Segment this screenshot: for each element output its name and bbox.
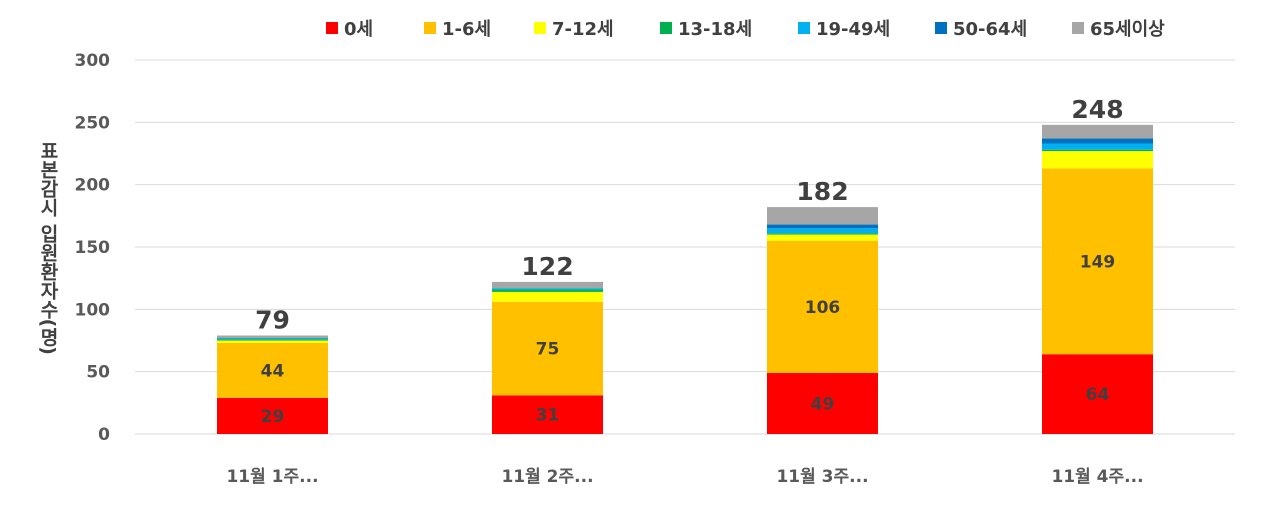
data-label: 44 <box>261 361 285 381</box>
y-axis-label: 표본감시 입원환자수(명) <box>37 141 59 355</box>
data-label: 149 <box>1080 252 1116 272</box>
legend-label: 7-12세 <box>552 19 614 40</box>
y-tick-label: 100 <box>75 300 111 320</box>
legend-swatch <box>935 22 947 34</box>
data-label: 49 <box>811 394 835 414</box>
total-label: 182 <box>796 177 848 206</box>
bar-segment <box>767 228 878 234</box>
y-tick-label: 300 <box>75 51 111 71</box>
x-tick-labels: 11월 1주... 11월 2주... 11월 3주... 11월 4주... <box>226 467 1143 487</box>
bar-segment <box>492 281 603 289</box>
bar-segment <box>492 289 603 292</box>
legend-label: 13-18세 <box>678 19 752 40</box>
legend-swatch <box>534 22 546 34</box>
bar-segment <box>767 240 878 373</box>
bar-segment <box>767 233 878 235</box>
bar-segment <box>217 342 328 398</box>
y-tick-label: 250 <box>75 113 111 133</box>
y-tick-label: 50 <box>86 363 110 383</box>
bar-segment <box>492 301 603 396</box>
bar-segment <box>492 288 603 290</box>
y-tick-label: 0 <box>98 425 110 445</box>
data-label: 106 <box>805 298 841 318</box>
bar-segment <box>767 372 878 434</box>
legend: 0세 1-6세 7-12세 13-18세 19-49세 50-64세 65세이상 <box>326 19 1165 40</box>
legend-label: 1-6세 <box>442 19 491 40</box>
bar-segment <box>1042 124 1153 139</box>
total-label: 79 <box>255 306 290 335</box>
total-label: 248 <box>1071 95 1123 124</box>
legend-label: 50-64세 <box>953 19 1027 40</box>
legend-label: 0세 <box>344 19 373 40</box>
y-tick-label: 200 <box>75 176 111 196</box>
legend-swatch <box>326 22 338 34</box>
data-label: 29 <box>261 407 285 427</box>
bar-stacks: 29 44 79 31 75 122 49 106 182 64 149 248 <box>217 95 1153 434</box>
bar-segment <box>1042 151 1153 169</box>
legend-swatch <box>660 22 672 34</box>
data-label: 31 <box>536 406 560 426</box>
x-tick-label: 11월 3주... <box>776 467 868 487</box>
legend-swatch <box>1072 22 1084 34</box>
x-tick-label: 11월 1주... <box>226 467 318 487</box>
y-tick-label: 150 <box>75 238 111 258</box>
bar-segment <box>217 338 328 340</box>
y-tick-labels: 0 50 100 150 200 250 300 <box>75 51 111 445</box>
data-label: 64 <box>1086 385 1110 405</box>
bar-segment <box>1042 354 1153 434</box>
bar-segment <box>767 224 878 229</box>
legend-swatch <box>424 22 436 34</box>
bar-segment <box>767 234 878 241</box>
bar-segment <box>492 395 603 434</box>
bar-segment <box>1042 143 1153 150</box>
bar-segment <box>1042 168 1153 355</box>
bar-segment <box>217 339 328 341</box>
bar-segment <box>217 340 328 343</box>
data-label: 75 <box>536 340 560 360</box>
legend-swatch <box>798 22 810 34</box>
bar-segment <box>492 291 603 302</box>
bar-segment <box>217 335 328 339</box>
bar-segment <box>1042 149 1153 152</box>
x-tick-label: 11월 4주... <box>1051 467 1143 487</box>
legend-label: 19-49세 <box>816 19 890 40</box>
bar-segment <box>1042 138 1153 144</box>
x-tick-label: 11월 2주... <box>501 467 593 487</box>
bar-segment <box>217 397 328 434</box>
legend-label: 65세이상 <box>1090 19 1165 40</box>
bar-segment <box>767 207 878 225</box>
total-label: 122 <box>521 252 573 281</box>
